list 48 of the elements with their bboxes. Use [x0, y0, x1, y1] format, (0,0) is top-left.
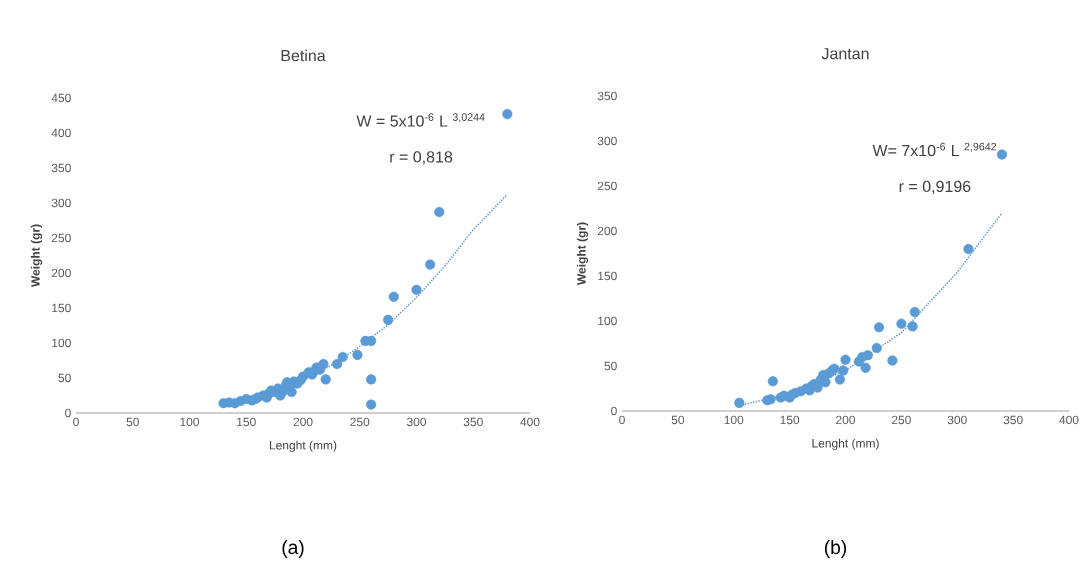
x-tick-label: 0	[73, 417, 79, 427]
x-tick-label: 100	[724, 415, 744, 425]
y-tick-label: 250	[51, 233, 71, 243]
y-tick-label: 200	[597, 226, 617, 236]
x-tick-label: 400	[520, 417, 540, 427]
annotation: W= 7x10$^{-6}$ L $^{2,9642}$	[872, 142, 997, 157]
x-tick-label: 300	[947, 415, 967, 425]
x-axis-title: Lenght (mm)	[812, 438, 879, 450]
chart-title: Betina	[281, 49, 326, 62]
y-tick-label: 150	[598, 271, 617, 281]
x-tick-label: 250	[350, 417, 370, 427]
annotation: r = 0,818	[390, 151, 453, 165]
y-tick-label: 350	[51, 163, 71, 173]
x-tick-label: 50	[126, 417, 139, 427]
x-tick-label: 300	[406, 417, 427, 427]
x-tick-label: 0	[619, 415, 625, 425]
chart-title: Jantan	[821, 48, 869, 60]
x-tick-label: 200	[293, 417, 313, 427]
y-tick-label: 300	[51, 198, 71, 208]
y-tick-label: 0	[611, 406, 617, 416]
x-tick-label: 100	[180, 417, 200, 427]
y-axis-title: Weight (gr)	[30, 224, 43, 288]
y-tick-label: 100	[52, 338, 71, 348]
y-tick-label: 300	[597, 136, 617, 146]
text: (b)	[824, 540, 847, 558]
x-tick-label: 250	[891, 415, 911, 425]
y-axis-title: Weight (gr)	[576, 222, 589, 286]
x-tick-label: 150	[780, 415, 800, 425]
x-tick-label: 350	[1003, 415, 1023, 425]
y-tick-label: 350	[597, 91, 617, 101]
annotation: r = 0,9196	[899, 180, 971, 194]
annotation: W = 5x10$^{-6}$ L $^{3,0244}$	[356, 113, 485, 127]
x-tick-label: 150	[237, 417, 256, 427]
y-tick-label: 0	[65, 408, 71, 418]
x-tick-label: 400	[1059, 415, 1079, 425]
y-tick-label: 200	[51, 268, 71, 278]
y-tick-label: 50	[604, 361, 617, 371]
y-tick-label: 100	[598, 316, 617, 326]
x-axis-title: Lenght (mm)	[269, 440, 337, 452]
y-tick-label: 50	[58, 373, 71, 383]
y-tick-label: 150	[52, 303, 71, 313]
text: (a)	[282, 540, 304, 558]
y-tick-label: 450	[51, 93, 71, 103]
y-tick-label: 400	[51, 128, 71, 138]
x-tick-label: 50	[671, 415, 685, 425]
y-tick-label: 250	[597, 181, 617, 191]
x-tick-label: 200	[836, 415, 856, 425]
x-tick-label: 350	[463, 417, 483, 427]
